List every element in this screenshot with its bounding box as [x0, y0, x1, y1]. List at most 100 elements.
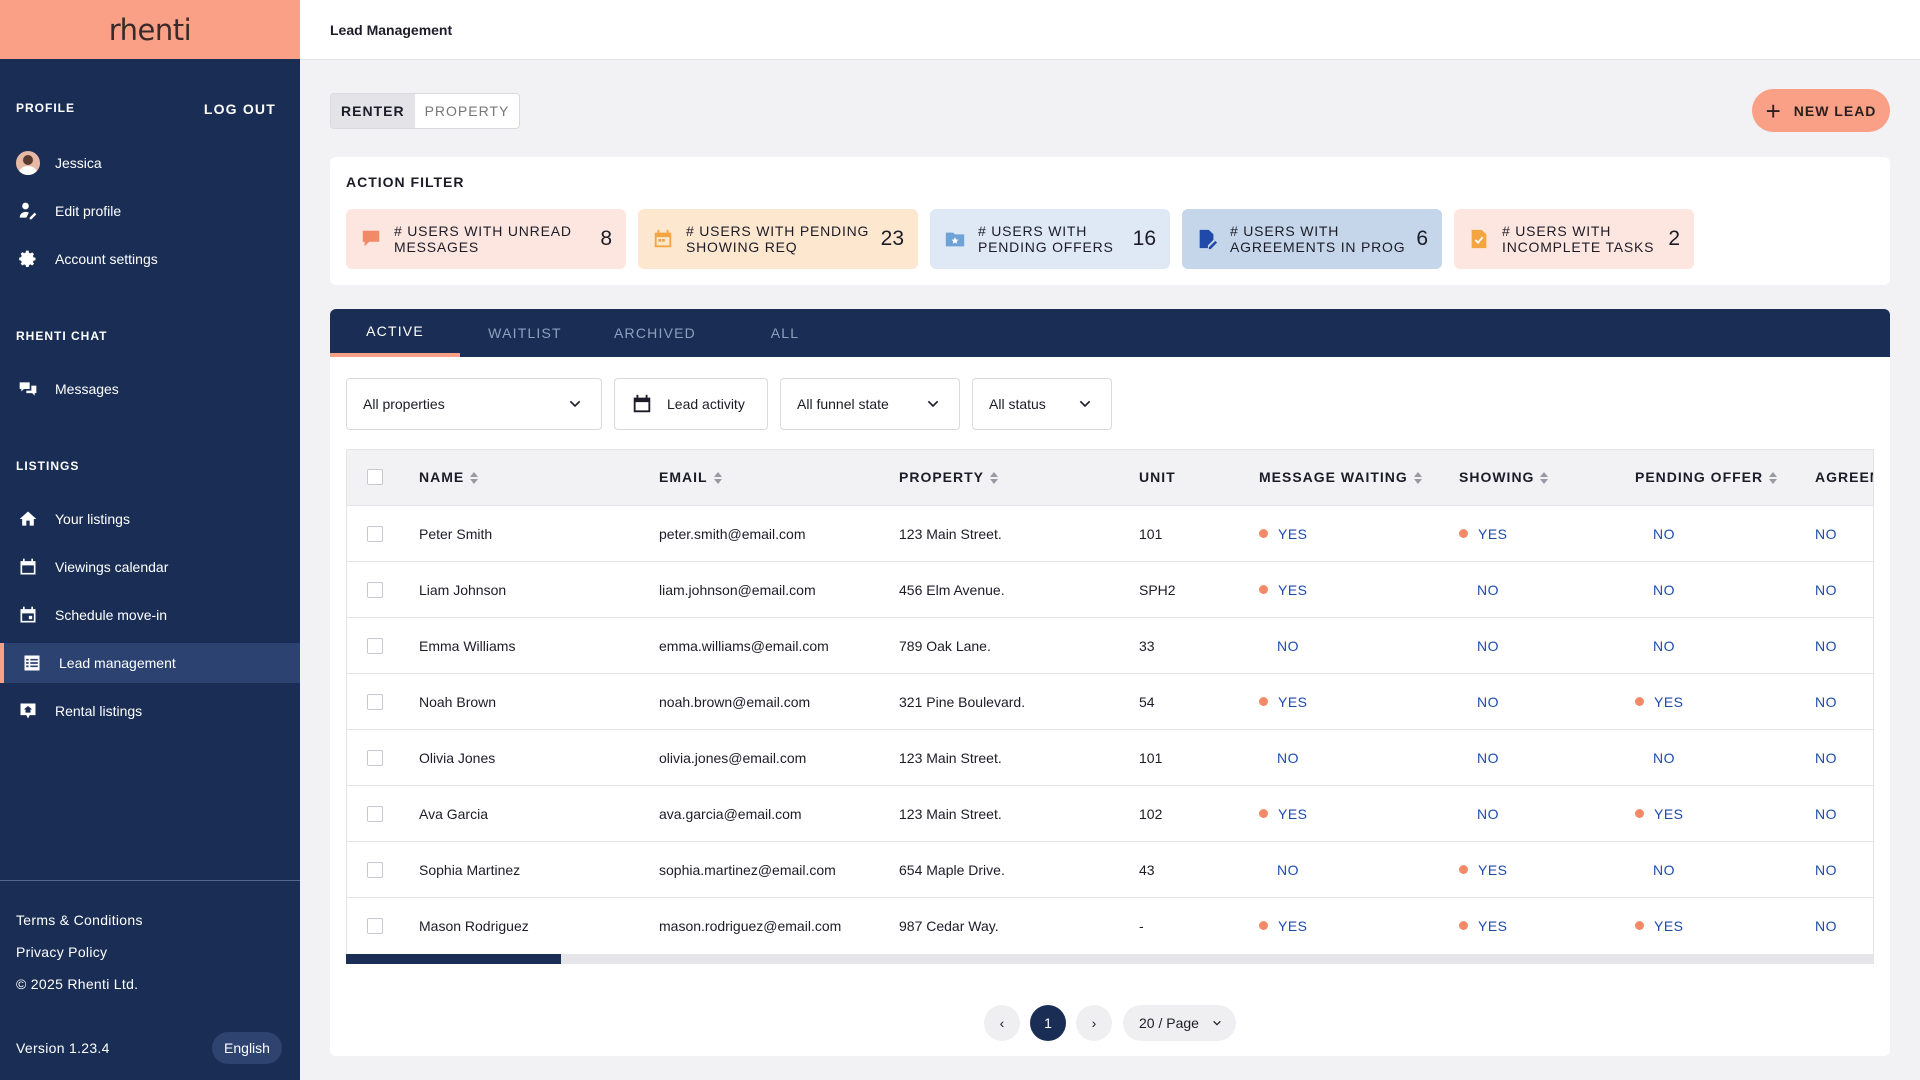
cell-unit: 43 — [1139, 862, 1155, 878]
row-checkbox[interactable] — [367, 862, 383, 878]
toggle-renter[interactable]: RENTER — [331, 94, 415, 128]
sidebar-item-edit-profile[interactable]: Edit profile — [0, 191, 300, 231]
sidebar-item-viewings-calendar[interactable]: Viewings calendar — [0, 547, 300, 587]
sidebar-item-label: Lead management — [59, 655, 176, 671]
table-row[interactable]: Liam Johnson liam.johnson@email.com 456 El… — [347, 561, 1873, 617]
status-dot-icon — [1259, 921, 1268, 930]
lead-activity-label: Lead activity — [667, 396, 745, 412]
flag-value: YES — [1278, 918, 1308, 934]
brand-logo[interactable]: rhenti — [0, 0, 300, 59]
sidebar-item-schedule-move-in[interactable]: Schedule move-in — [0, 595, 300, 635]
cell-agreement: NO — [1815, 806, 1837, 822]
toggle-property[interactable]: PROPERTY — [424, 103, 510, 119]
cell-property: 789 Oak Lane. — [899, 638, 991, 654]
tile-label-line2: MESSAGES — [394, 239, 479, 255]
tab-active[interactable]: ACTIVE — [330, 309, 460, 357]
logout-button[interactable]: LOG OUT — [203, 101, 276, 117]
column-property[interactable]: PROPERTY — [899, 469, 999, 485]
cell-message: NO — [1277, 638, 1299, 654]
scrollbar-thumb[interactable] — [346, 954, 561, 964]
table-row[interactable]: Mason Rodriguez mason.rodriguez@email.com… — [347, 897, 1873, 953]
cell-email: noah.brown@email.com — [659, 694, 811, 710]
home-chat-icon — [16, 699, 40, 723]
column-name[interactable]: NAME — [419, 469, 479, 485]
sidebar-item-label: Account settings — [55, 251, 158, 267]
column-pending-offer[interactable]: PENDING OFFER — [1635, 469, 1778, 485]
task-check-icon — [1471, 229, 1487, 249]
row-checkbox[interactable] — [367, 638, 383, 654]
cell-email: liam.johnson@email.com — [659, 582, 816, 598]
new-lead-button[interactable]: + NEW LEAD — [1752, 89, 1890, 132]
calendar-icon — [654, 229, 672, 248]
page-1-button[interactable]: 1 — [1030, 1005, 1066, 1041]
cell-showing: NO — [1477, 582, 1499, 598]
document-edit-icon — [1199, 229, 1218, 250]
cell-property: 456 Elm Avenue. — [899, 582, 1005, 598]
column-email[interactable]: EMAIL — [659, 469, 722, 485]
page-size-value: 20 / Page — [1139, 1015, 1199, 1031]
row-checkbox[interactable] — [367, 582, 383, 598]
status-dot-icon — [1259, 529, 1268, 538]
page-size-selector[interactable]: 20 / Page — [1123, 1005, 1236, 1041]
tile-label-line1: # USERS WITH — [1230, 223, 1340, 239]
properties-filter[interactable]: All properties — [346, 378, 602, 430]
language-selector[interactable]: English — [212, 1032, 282, 1064]
status-dot-icon — [1459, 921, 1468, 930]
prev-page-button[interactable]: ‹ — [984, 1005, 1020, 1041]
cell-agreement: NO — [1815, 526, 1837, 542]
sidebar-item-lead-management[interactable]: Lead management — [0, 643, 300, 683]
table-row[interactable]: Noah Brown noah.brown@email.com 321 Pine B… — [347, 673, 1873, 729]
action-tile-pending-offers[interactable]: # USERS WITH PENDING OFFERS 16 — [930, 209, 1170, 269]
row-checkbox[interactable] — [367, 526, 383, 542]
cell-name: Liam Johnson — [419, 582, 507, 598]
table-row[interactable]: Ava Garcia ava.garcia@email.com 123 Main S… — [347, 785, 1873, 841]
row-checkbox[interactable] — [367, 750, 383, 766]
sidebar-item-your-listings[interactable]: Your listings — [0, 499, 300, 539]
funnel-state-filter[interactable]: All funnel state — [780, 378, 960, 430]
flag-value: NO — [1815, 694, 1837, 710]
sidebar-item-user[interactable]: Jessica — [0, 143, 300, 183]
chevron-down-icon — [569, 400, 581, 408]
horizontal-scrollbar[interactable] — [346, 954, 1874, 964]
sidebar-item-label: Rental listings — [55, 703, 143, 719]
lead-activity-filter[interactable]: Lead activity — [614, 378, 768, 430]
table-row[interactable]: Emma Williams emma.williams@email.com 789 … — [347, 617, 1873, 673]
row-checkbox[interactable] — [367, 694, 383, 710]
tile-count: 2 — [1668, 227, 1680, 250]
sidebar-item-messages[interactable]: Messages — [0, 369, 300, 409]
next-page-button[interactable]: › — [1076, 1005, 1112, 1041]
column-message-waiting[interactable]: MESSAGE WAITING — [1259, 469, 1422, 485]
cell-unit: SPH2 — [1139, 582, 1176, 598]
status-dot-icon — [1635, 697, 1644, 706]
row-checkbox[interactable] — [367, 918, 383, 934]
cell-email: olivia.jones@email.com — [659, 750, 807, 766]
cell-name: Mason Rodriguez — [419, 918, 529, 934]
sidebar-item-account-settings[interactable]: Account settings — [0, 239, 300, 279]
action-tile-unread-messages[interactable]: # USERS WITH UNREAD MESSAGES 8 — [346, 209, 626, 269]
action-tile-agreements[interactable]: # USERS WITH AGREEMENTS IN PROG 6 — [1182, 209, 1442, 269]
sidebar-item-label: Your listings — [55, 511, 130, 527]
terms-link[interactable]: Terms & Conditions — [16, 912, 143, 928]
tab-all[interactable]: ALL — [770, 325, 800, 341]
action-tile-pending-showing[interactable]: # USERS WITH PENDING SHOWING REQ 23 — [638, 209, 918, 269]
cell-property: 123 Main Street. — [899, 526, 1002, 542]
tab-archived[interactable]: ARCHIVED — [614, 325, 696, 341]
table-row[interactable]: Sophia Martinez sophia.martinez@email.com… — [347, 841, 1873, 897]
cell-property: 123 Main Street. — [899, 750, 1002, 766]
cell-email: ava.garcia@email.com — [659, 806, 802, 822]
privacy-link[interactable]: Privacy Policy — [16, 944, 108, 960]
action-tile-incomplete-tasks[interactable]: # USERS WITH INCOMPLETE TASKS 2 — [1454, 209, 1694, 269]
status-filter[interactable]: All status — [972, 378, 1112, 430]
table-row[interactable]: Peter Smith peter.smith@email.com 123 Main… — [347, 505, 1873, 561]
sidebar-item-rental-listings[interactable]: Rental listings — [0, 691, 300, 731]
flag-value: NO — [1815, 806, 1837, 822]
column-showing[interactable]: SHOWING — [1459, 469, 1549, 485]
table-row[interactable]: Olivia Jones olivia.jones@email.com 123 Ma… — [347, 729, 1873, 785]
row-checkbox[interactable] — [367, 806, 383, 822]
cell-email: mason.rodriguez@email.com — [659, 918, 842, 934]
flag-value: NO — [1653, 638, 1675, 654]
chat-heading: RHENTI CHAT — [16, 329, 108, 343]
cell-unit: 101 — [1139, 750, 1163, 766]
select-all-checkbox[interactable] — [367, 469, 383, 485]
tab-waitlist[interactable]: WAITLIST — [488, 325, 562, 341]
